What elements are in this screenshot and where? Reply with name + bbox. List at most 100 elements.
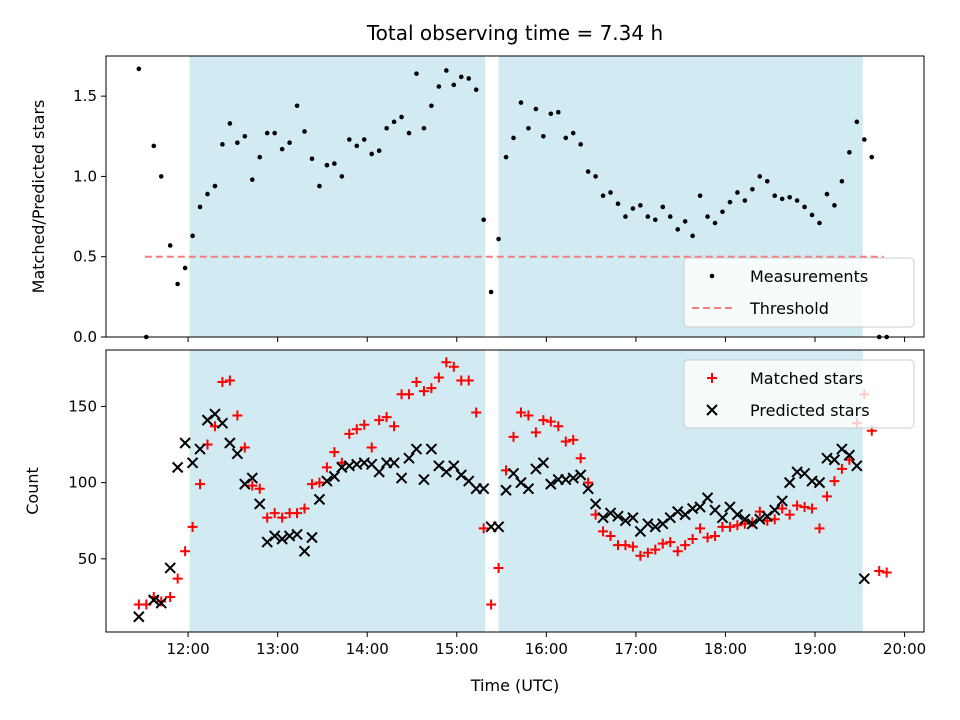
predicted-star-point	[694, 501, 706, 513]
predicted-star-point	[589, 498, 602, 510]
matched-star-point	[530, 427, 541, 438]
matched-star-point	[538, 415, 549, 426]
measurement-point	[638, 203, 643, 208]
measurement-point	[787, 195, 792, 200]
legend: Measurements Threshold	[683, 257, 915, 328]
matched-star-point	[508, 431, 519, 442]
measurement-point	[421, 125, 427, 131]
matched-star-point	[254, 483, 265, 494]
matched-star-point	[321, 462, 332, 473]
measurement-point	[541, 133, 546, 139]
measurement-point	[667, 214, 673, 219]
predicted-star-point	[604, 507, 617, 519]
predicted-star-point	[164, 562, 176, 574]
legend-label: Predicted stars	[750, 401, 870, 420]
y-tick-label: 150	[68, 397, 97, 415]
predicted-star-point	[388, 457, 400, 469]
measurement-point	[399, 114, 404, 120]
predicted-star-point	[746, 518, 759, 530]
predicted-star-point	[522, 483, 535, 495]
measurement-point	[555, 109, 561, 115]
measurement-point	[861, 137, 867, 142]
y-tick-label: 0.0	[73, 328, 97, 346]
x-tick-label: 12:00	[166, 640, 209, 658]
measurement-point	[429, 103, 434, 109]
measurement-point	[645, 214, 651, 219]
predicted-star-point	[813, 476, 826, 489]
measurement-point	[608, 190, 613, 195]
matched-star-point	[262, 512, 273, 523]
matched-star-point	[232, 410, 243, 421]
matched-star-point	[672, 546, 683, 557]
x-tick-label: 20:00	[883, 640, 926, 658]
ratio-panel: 0.0 0.5 1.0 1.5 Matched/Predicted stars Measu…	[29, 55, 925, 346]
matched-star-point	[710, 530, 721, 541]
matched-star-point	[314, 477, 325, 488]
measurement-point	[167, 243, 173, 248]
legend-box	[683, 257, 915, 328]
predicted-star-point	[298, 545, 311, 557]
predicted-star-point	[783, 476, 796, 489]
matched-star-point	[881, 567, 892, 578]
predicted-star-point	[500, 484, 512, 496]
matched-star-point	[784, 509, 795, 520]
measurement-point	[720, 209, 725, 215]
measurement-point	[197, 204, 203, 210]
measurement-point	[779, 196, 785, 202]
measurement-point	[249, 177, 255, 182]
predicted-star-point	[209, 408, 221, 420]
measurement-point	[750, 186, 755, 192]
measurement-point	[158, 174, 164, 179]
matched-star-point	[642, 547, 653, 558]
measurement-point	[488, 289, 494, 295]
predicted-star-point	[776, 495, 788, 507]
matched-star-point	[478, 523, 489, 534]
predicted-star-point	[231, 447, 244, 460]
measurement-point	[182, 265, 188, 271]
legend-box	[683, 359, 915, 429]
predicted-star-point	[155, 597, 167, 609]
legend-label: Threshold	[749, 299, 829, 318]
matched-star-point	[792, 500, 803, 511]
predicted-star-point	[612, 510, 624, 522]
predicted-star-point	[545, 478, 557, 490]
predicted-star-point	[731, 508, 744, 521]
matched-star-point	[553, 421, 564, 432]
measurement-point	[615, 201, 621, 207]
matched-star-point	[695, 523, 706, 534]
predicted-star-point	[507, 467, 520, 480]
measurement-point	[742, 198, 748, 203]
matched-star-point	[269, 508, 280, 519]
measurement-point	[735, 190, 740, 195]
matched-star-point	[463, 375, 474, 386]
measurement-point	[302, 129, 307, 134]
legend-marker-matched	[707, 373, 717, 383]
measurement-point	[570, 130, 576, 136]
matched-star-point	[441, 357, 452, 368]
measurement-point	[727, 199, 733, 205]
matched-star-point	[381, 412, 392, 423]
predicted-star-point	[194, 443, 206, 455]
matched-star-point	[560, 436, 571, 447]
predicted-star-point	[148, 594, 160, 606]
measurement-point	[205, 191, 210, 197]
predicted-star-point	[828, 454, 841, 466]
measurement-point	[369, 151, 375, 157]
measurement-point	[458, 74, 464, 80]
measurement-point	[309, 156, 315, 162]
predicted-star-point	[276, 533, 288, 545]
predicted-star-point	[306, 531, 318, 544]
matched-star-point	[366, 442, 377, 453]
matched-star-point	[344, 428, 355, 439]
x-tick-label: 14:00	[346, 640, 389, 658]
matched-star-point	[156, 596, 167, 607]
measurement-point	[190, 233, 195, 239]
matched-star-point	[568, 434, 579, 445]
measurement-point	[473, 87, 479, 93]
measurement-point	[347, 137, 352, 142]
measurement-point	[712, 220, 718, 226]
measurement-point	[444, 68, 449, 73]
measurement-point	[847, 150, 852, 155]
measurement-point	[361, 137, 367, 142]
measurement-point	[824, 191, 830, 197]
